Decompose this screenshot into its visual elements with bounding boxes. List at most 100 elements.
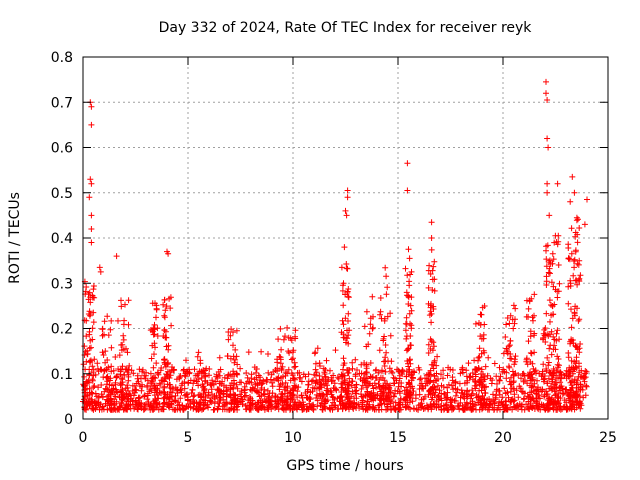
data-point [431, 276, 438, 283]
data-point [329, 393, 336, 400]
data-point [343, 339, 349, 346]
data-point [438, 371, 444, 378]
data-point [544, 242, 551, 249]
data-point [405, 345, 412, 352]
data-point [574, 393, 581, 400]
data-point [342, 387, 349, 394]
data-point [202, 378, 208, 385]
data-point [169, 364, 175, 370]
data-point [314, 345, 321, 352]
data-point [570, 389, 577, 396]
data-point [209, 377, 216, 384]
data-point [96, 264, 103, 271]
data-point [399, 368, 406, 375]
data-point [555, 288, 562, 295]
data-point [478, 366, 485, 373]
data-point [416, 391, 423, 398]
data-point [89, 292, 96, 299]
data-point [568, 225, 575, 232]
x-tick-label: 25 [599, 430, 617, 446]
data-point [407, 389, 413, 396]
data-point [575, 317, 582, 324]
data-point [260, 390, 267, 397]
data-point [369, 374, 376, 380]
data-point [157, 381, 164, 388]
data-point [121, 372, 128, 379]
data-point [503, 375, 510, 382]
data-point [144, 377, 151, 384]
data-point [390, 403, 397, 410]
data-point [540, 376, 547, 383]
data-point [313, 385, 320, 392]
data-point [216, 372, 223, 379]
data-point [440, 375, 446, 382]
data-point [408, 372, 414, 379]
data-point [205, 392, 212, 399]
data-point [570, 370, 576, 377]
data-point [303, 394, 310, 401]
data-point [576, 349, 583, 356]
data-point [382, 264, 389, 271]
data-point [518, 406, 525, 413]
data-point [214, 405, 221, 412]
data-point [444, 372, 451, 379]
data-point [565, 245, 572, 251]
data-point [546, 397, 553, 404]
data-point [395, 405, 402, 412]
x-tick-label: 10 [284, 430, 302, 446]
data-point [118, 347, 125, 354]
data-point [233, 381, 240, 388]
data-point [484, 372, 491, 379]
data-point [181, 385, 188, 392]
data-point [179, 380, 186, 387]
data-point [88, 212, 95, 219]
data-point [543, 366, 550, 372]
data-point [104, 393, 111, 400]
data-point [103, 366, 110, 372]
data-point [556, 280, 563, 287]
data-point [286, 402, 293, 409]
data-point [216, 394, 223, 401]
data-point [555, 390, 562, 396]
data-point [161, 297, 168, 303]
data-point [394, 366, 400, 373]
data-point [251, 364, 258, 371]
data-point [528, 295, 535, 302]
data-point [571, 189, 578, 196]
data-point [518, 388, 525, 395]
data-point [452, 385, 459, 392]
data-point [465, 360, 472, 367]
data-point [344, 194, 351, 201]
data-point [404, 160, 411, 167]
data-point [569, 402, 576, 409]
data-point [125, 373, 132, 380]
data-point [544, 135, 551, 142]
data-point [170, 385, 177, 392]
data-point [349, 404, 356, 411]
data-point [376, 347, 383, 354]
data-point [365, 341, 372, 348]
data-point [511, 371, 517, 378]
data-point [559, 406, 566, 413]
data-point [291, 359, 298, 366]
data-point [195, 382, 202, 389]
data-point [572, 247, 579, 254]
data-point [87, 311, 94, 318]
data-point [568, 250, 575, 257]
data-point [551, 367, 558, 374]
data-point [164, 361, 171, 368]
data-point [527, 389, 533, 396]
data-point [383, 291, 390, 298]
data-point [313, 378, 320, 385]
data-point [560, 390, 567, 397]
data-point [469, 387, 476, 394]
data-point [452, 379, 459, 386]
data-point [86, 345, 93, 352]
data-point [261, 406, 268, 413]
data-point [445, 381, 452, 388]
data-point [322, 405, 329, 412]
data-point [107, 326, 114, 333]
data-point [230, 377, 237, 384]
data-point [258, 348, 265, 355]
data-point [362, 392, 369, 399]
